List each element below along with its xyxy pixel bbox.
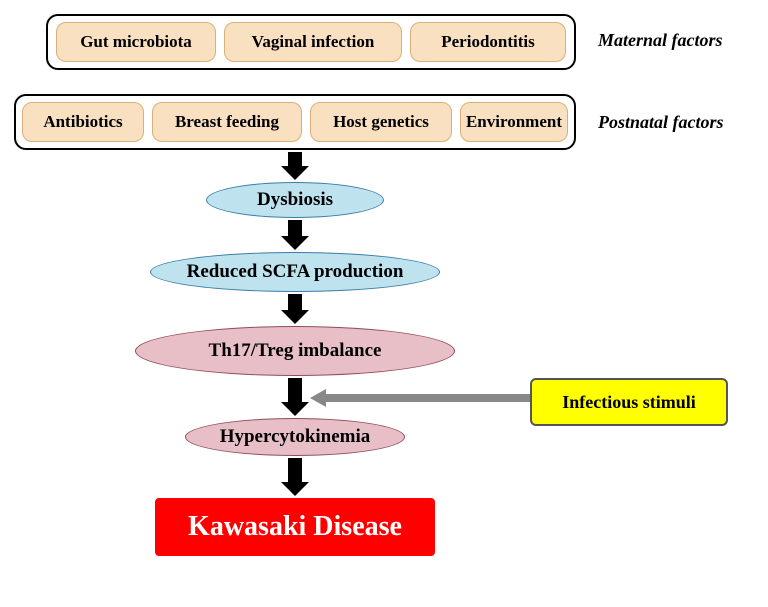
cascade-ellipse-0: Dysbiosis	[206, 182, 384, 218]
factor-box-postnatal-2: Host genetics	[310, 102, 452, 142]
cascade-ellipse-1: Reduced SCFA production	[150, 252, 440, 292]
down-arrow-4	[281, 458, 309, 496]
infectious-stimuli-box: Infectious stimuli	[530, 378, 728, 426]
down-arrow-2	[281, 294, 309, 324]
kawasaki-pathway-diagram: Maternal factors Gut microbiotaVaginal in…	[0, 0, 768, 607]
factor-box-postnatal-0: Antibiotics	[22, 102, 144, 142]
factor-box-maternal-0: Gut microbiota	[56, 22, 216, 62]
maternal-label: Maternal factors	[598, 30, 723, 51]
cascade-ellipse-2: Th17/Treg imbalance	[135, 326, 455, 376]
down-arrow-3	[281, 378, 309, 416]
stimulus-arrow	[310, 389, 530, 412]
factor-box-maternal-1: Vaginal infection	[224, 22, 402, 62]
factor-box-maternal-2: Periodontitis	[410, 22, 566, 62]
factor-box-postnatal-1: Breast feeding	[152, 102, 302, 142]
kawasaki-disease-box: Kawasaki Disease	[155, 498, 435, 556]
down-arrow-1	[281, 220, 309, 250]
down-arrow-0	[281, 152, 309, 180]
cascade-ellipse-3: Hypercytokinemia	[185, 418, 405, 456]
postnatal-label: Postnatal factors	[598, 112, 724, 133]
factor-box-postnatal-3: Environment	[460, 102, 568, 142]
